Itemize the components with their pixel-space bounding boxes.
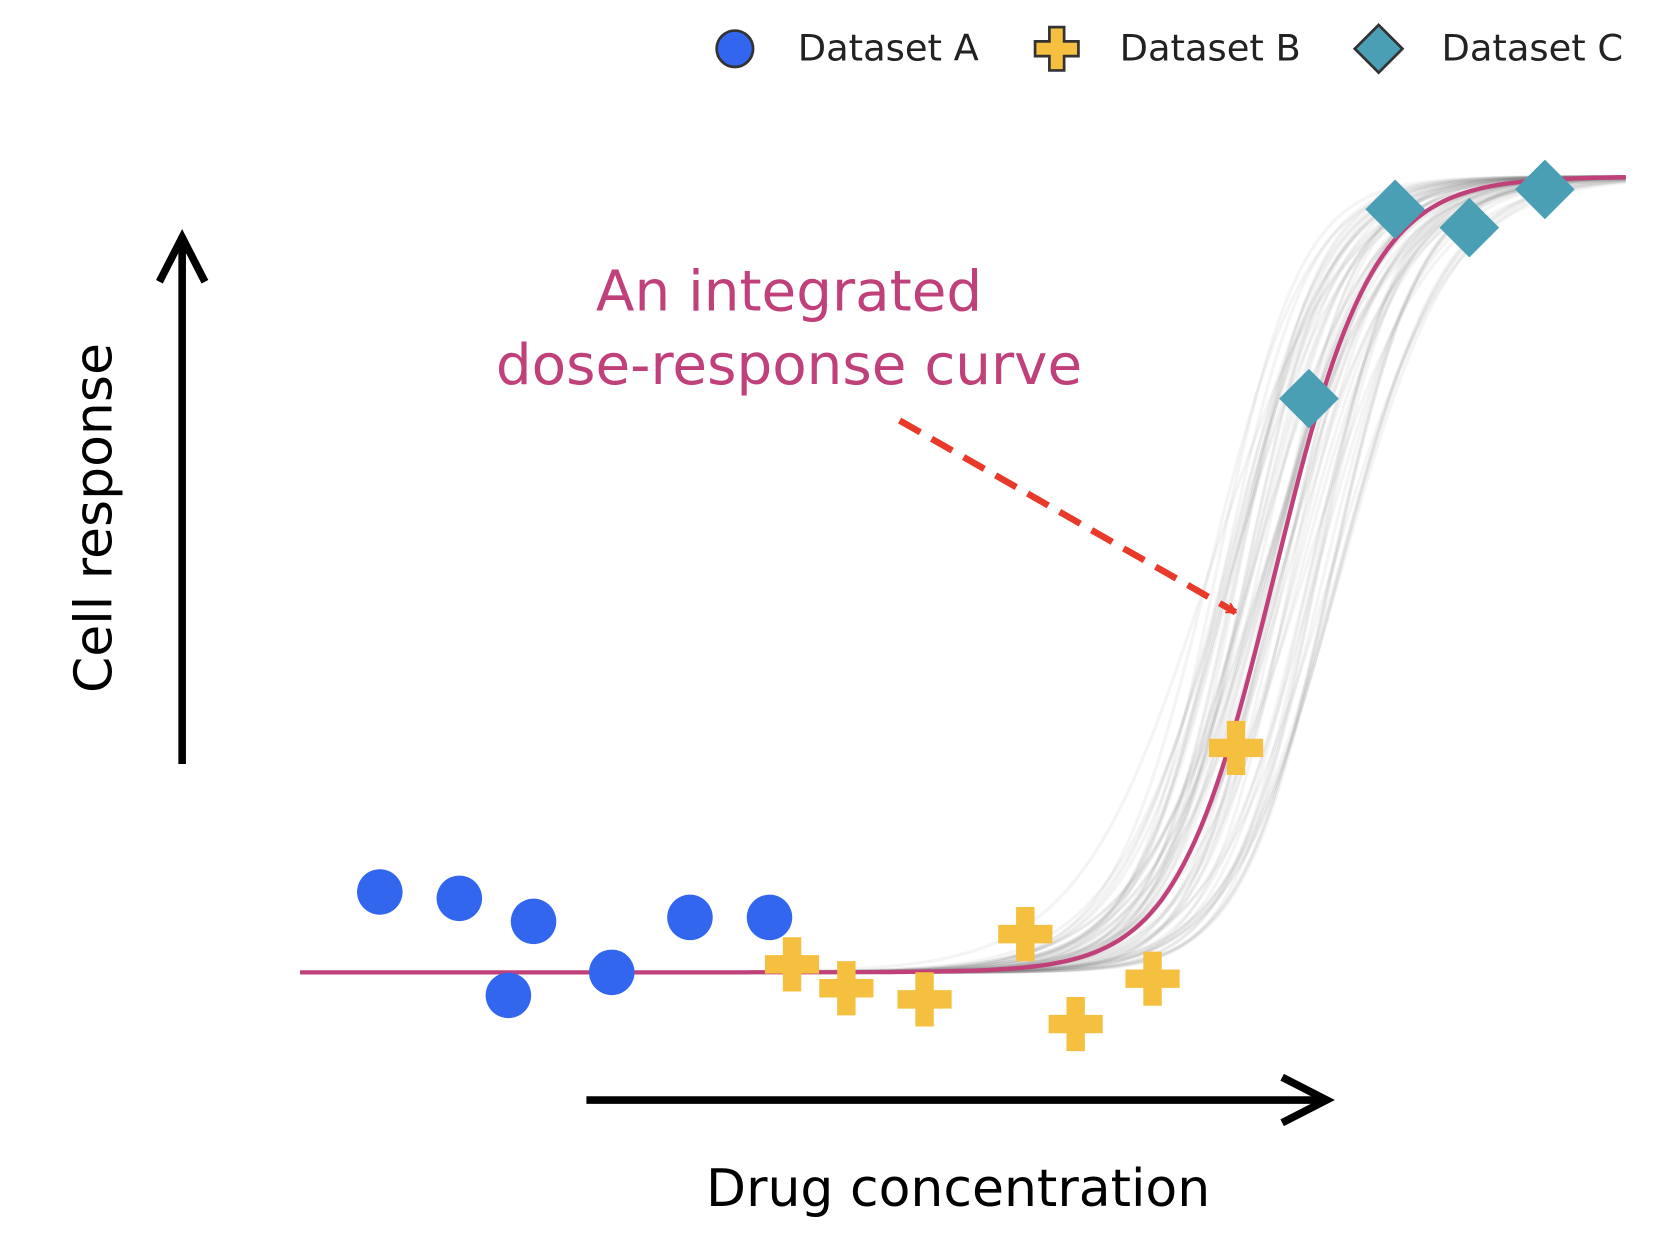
point xyxy=(819,961,874,1016)
point xyxy=(667,894,713,941)
annotation: dose-response curve xyxy=(496,333,1082,398)
point xyxy=(746,894,793,941)
annotation: An integrated xyxy=(596,259,982,324)
legend-label: Dataset B xyxy=(1120,26,1301,69)
point xyxy=(510,898,557,945)
point xyxy=(1515,159,1575,220)
legend-label: Dataset A xyxy=(798,26,979,69)
legend-label: Dataset C xyxy=(1441,26,1623,69)
point xyxy=(485,972,532,1019)
annotation-arrow xyxy=(897,417,1238,616)
point xyxy=(1048,996,1103,1052)
legend-marker xyxy=(1033,25,1080,72)
point xyxy=(1125,951,1180,1006)
point xyxy=(897,972,952,1027)
y-axis-arrowhead xyxy=(156,229,209,284)
y-axis-label: Cell response xyxy=(65,343,125,693)
point xyxy=(764,937,820,992)
legend-marker xyxy=(1352,23,1405,75)
x-axis-label: Drug concentration xyxy=(706,1159,1210,1219)
point xyxy=(998,907,1053,962)
legend-marker xyxy=(715,29,755,69)
point xyxy=(1279,368,1339,429)
x-axis-arrowhead xyxy=(1280,1073,1335,1127)
point xyxy=(436,875,483,922)
point xyxy=(589,949,635,996)
point xyxy=(1208,720,1264,776)
point xyxy=(357,869,403,915)
